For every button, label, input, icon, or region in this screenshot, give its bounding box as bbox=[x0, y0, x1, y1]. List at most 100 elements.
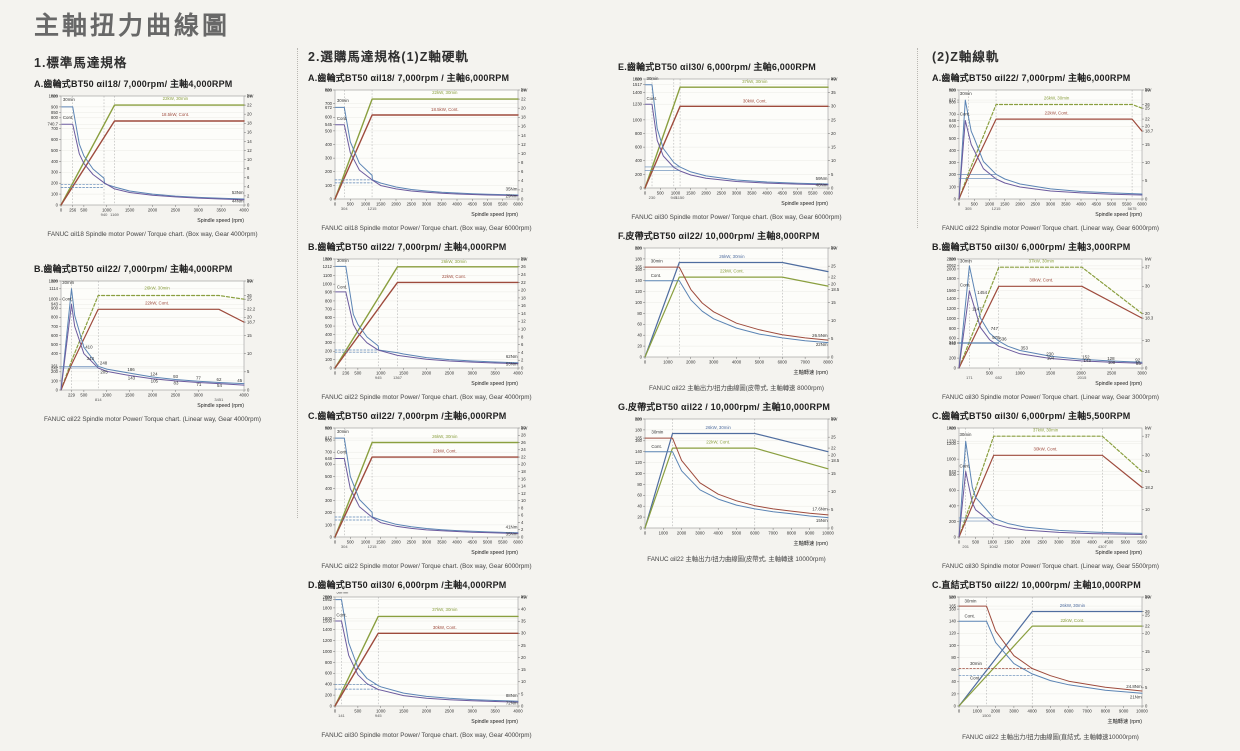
y-right-tick-label: 10 bbox=[247, 351, 252, 356]
annotation: 30min bbox=[960, 91, 973, 96]
x-tick-label: 5000 bbox=[793, 191, 803, 196]
annotation: 26kW, 30min bbox=[1060, 603, 1086, 608]
y-left-tick-label: 0 bbox=[330, 703, 333, 708]
y-left-unit-label: Nm bbox=[635, 417, 642, 422]
y-right-tick-label: 10 bbox=[1145, 338, 1150, 343]
y-left-tick-label: 300 bbox=[325, 156, 333, 161]
x-tick-label: 5500 bbox=[1122, 202, 1132, 207]
y-right-tick-label: 16 bbox=[521, 303, 526, 308]
x-minor-tick-label: 940 bbox=[101, 212, 108, 217]
annotation: 22kW, Cont. bbox=[720, 269, 744, 274]
x-minor-tick-label: 945 bbox=[375, 713, 382, 718]
annotation: 30kW, Cont. bbox=[743, 98, 767, 103]
x-minor-tick-label: 230 bbox=[649, 195, 656, 200]
annotation: 100 bbox=[1108, 360, 1116, 365]
chart-caption: FANUC αil22 Spindle motor Power/ Torque … bbox=[44, 416, 261, 423]
x-axis-label: Spindle speed (rpm) bbox=[471, 550, 518, 556]
y-left-tick-label: 100 bbox=[635, 300, 643, 305]
x-tick-label: 3000 bbox=[709, 360, 719, 365]
y-right-tick-label: 8 bbox=[521, 505, 524, 510]
y-right-tick-label: 35 bbox=[831, 90, 836, 95]
x-tick-label: 1500 bbox=[376, 540, 386, 545]
x-tick-label: 1500 bbox=[125, 393, 135, 398]
y-left-tick-label: 120 bbox=[949, 631, 957, 636]
x-minor-tick-label: 1169 bbox=[110, 212, 119, 217]
y-right-tick-label: 15 bbox=[831, 300, 836, 305]
x-minor-tick-label: 5675 bbox=[1128, 206, 1138, 211]
x-axis-label: Spindle speed (rpm) bbox=[197, 403, 244, 409]
annotation: 29Nm bbox=[506, 193, 518, 198]
y-left-tick-label: 400 bbox=[325, 332, 333, 337]
y-right-tick-label: 20 bbox=[521, 288, 526, 293]
x-tick-label: 4000 bbox=[1076, 202, 1086, 207]
x-tick-label: 6000 bbox=[1137, 202, 1147, 207]
chart-belt-ail22-8000: F.皮帶式BT50 αil22/ 10,000rpm/ 主軸8,000RPM 2… bbox=[618, 229, 870, 392]
y-left-tick-label: 400 bbox=[325, 142, 333, 147]
annotation: 536 bbox=[999, 337, 1007, 342]
chart-title: E.齒輪式BT50 αil30/ 6,000rpm/ 主軸6,000RPM bbox=[618, 62, 817, 72]
y-left-unit-label: Nm bbox=[635, 246, 642, 251]
chart-svg: 2001801651601401201008060402003025222018… bbox=[635, 245, 840, 376]
annotation: 59Nm bbox=[816, 176, 828, 181]
annotation: 35Nm bbox=[506, 531, 518, 536]
x-minor-tick-label: 2015 bbox=[1077, 375, 1087, 380]
x-tick-label: 1500 bbox=[399, 371, 409, 376]
x-tick-label: 1000 bbox=[361, 202, 371, 207]
x-tick-label: 5000 bbox=[1107, 202, 1117, 207]
annotation: 26kW, 30min bbox=[432, 434, 458, 439]
x-tick-label: 4500 bbox=[1104, 540, 1114, 545]
annotation: 30min bbox=[337, 98, 350, 103]
y-right-tick-label: 40 bbox=[831, 76, 836, 81]
y-left-tick-label: 0 bbox=[640, 185, 643, 190]
chart-gear-ail22-4000-linear: B.齒輪式BT50 αil22/ 7,000rpm/ 主軸4,000RPM 12… bbox=[34, 262, 278, 423]
annotation: 30min bbox=[336, 592, 349, 595]
x-tick-label: 229 bbox=[68, 393, 76, 398]
y-left-tick-label: 1000 bbox=[633, 117, 643, 122]
y-left-tick-label: 700 bbox=[325, 307, 333, 312]
y-left-tick-label: 165 bbox=[635, 435, 643, 440]
y-right-tick-label: 5 bbox=[831, 507, 834, 512]
series-line bbox=[644, 266, 829, 341]
y-right-tick-label: 15 bbox=[831, 145, 836, 150]
annotation: Cont. bbox=[964, 614, 975, 619]
y-left-tick-label: 200 bbox=[325, 169, 333, 174]
x-tick-label: 3500 bbox=[1071, 540, 1081, 545]
y-right-tick-label: 15 bbox=[247, 333, 252, 338]
chart-title: B.齒輪式BT50 αil22/ 7,000rpm/ 主軸4,000RPM bbox=[34, 264, 233, 274]
y-right-tick-label: 4 bbox=[247, 184, 250, 189]
y-right-unit-label: kW bbox=[1145, 257, 1152, 262]
y-right-tick-label: 16 bbox=[247, 130, 252, 135]
series-line bbox=[60, 303, 245, 391]
y-right-unit-label: kW bbox=[1145, 426, 1152, 431]
y-right-tick-label: 30 bbox=[247, 278, 252, 283]
x-tick-label: 5500 bbox=[498, 202, 508, 207]
y-left-tick-label: 200 bbox=[51, 369, 59, 374]
annotation: 22kW, Cont. bbox=[442, 274, 466, 279]
chart-gear-ail30-5500-linear: C.齒輪式BT50 αil30/ 6,000rpm/ 主軸5,500RPM 14… bbox=[932, 409, 1176, 570]
x-tick-label: 9000 bbox=[1119, 709, 1129, 714]
x-tick-label: 5500 bbox=[808, 191, 818, 196]
x-tick-label: 6000 bbox=[750, 531, 760, 536]
x-tick-label: 1000 bbox=[988, 540, 998, 545]
annotation: 21Nm bbox=[1130, 695, 1142, 700]
y-right-tick-label: 0 bbox=[831, 185, 834, 190]
chart-svg: 9008178007006486005004003002001000302826… bbox=[325, 425, 528, 556]
y-left-tick-label: 1000 bbox=[947, 316, 957, 321]
y-left-tick-label: 1600 bbox=[633, 76, 643, 81]
x-tick-label: 6000 bbox=[513, 540, 523, 545]
y-right-tick-label: 26 bbox=[247, 293, 252, 298]
x-tick-label: 2500 bbox=[171, 208, 181, 213]
chart-canvas: 900 817 800 700 648 600 500 400 300 200 100 0 30 28 26… bbox=[308, 423, 545, 563]
x-tick-label: 2000 bbox=[991, 709, 1001, 714]
x-tick-label: 4500 bbox=[778, 191, 788, 196]
y-left-tick-label: 400 bbox=[949, 503, 957, 508]
annotation: 45 bbox=[237, 378, 242, 383]
x-tick-label: 2500 bbox=[1038, 540, 1048, 545]
y-left-tick-label: 600 bbox=[325, 462, 333, 467]
annotation: 30min bbox=[647, 76, 660, 81]
x-tick-label: 500 bbox=[971, 202, 979, 207]
plot-border bbox=[958, 427, 1143, 538]
chart-canvas: 800 700 672 600 545 500 400 300 200 100 0 24 22 20 18 1… bbox=[308, 85, 545, 225]
chart-caption: FANUC αil22 主軸出力/扭力曲線圖(皮帶式, 主軸轉速 8000rpm… bbox=[648, 385, 825, 392]
annotation: Cont. bbox=[62, 297, 73, 302]
